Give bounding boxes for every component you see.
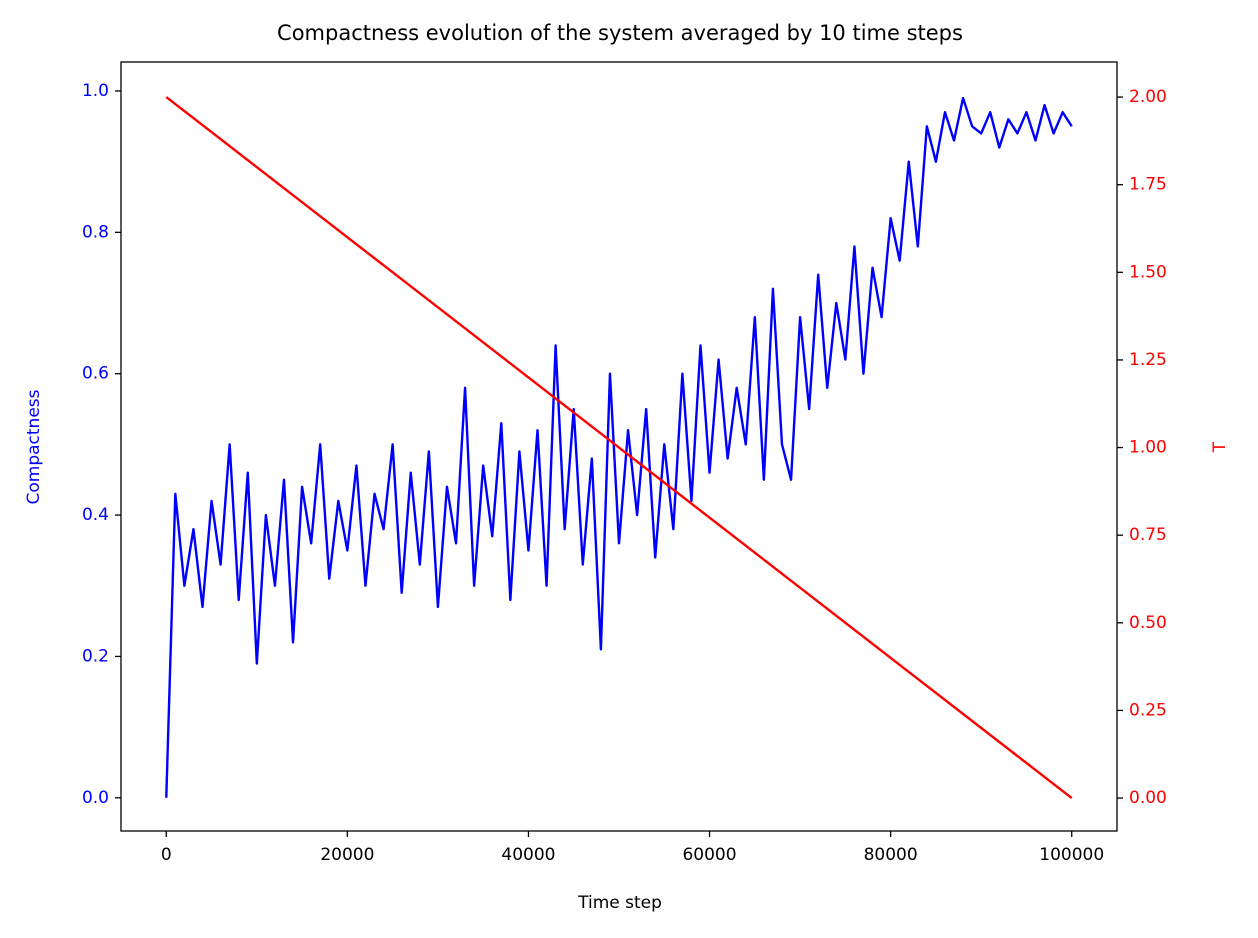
x-tick-label: 100000 (1039, 845, 1104, 865)
y2-tick-label: 1.50 (1129, 262, 1167, 282)
y-tick-label: 0.6 (82, 364, 109, 384)
y2-tick-label: 1.25 (1129, 350, 1167, 370)
y2-tick-label: 0.25 (1129, 700, 1167, 720)
y2-tick-label: 0.50 (1129, 613, 1167, 633)
y2-tick-label: 1.75 (1129, 175, 1167, 195)
x-tick-label: 20000 (320, 845, 374, 865)
y-tick-label: 1.0 (82, 81, 109, 101)
series-line (165, 96, 1073, 798)
y2-tick-label: 0.00 (1129, 788, 1167, 808)
plot-frame (120, 61, 1118, 832)
x-tick-label: 60000 (682, 845, 736, 865)
x-tick-label: 80000 (864, 845, 918, 865)
y-tick-label: 0.0 (82, 788, 109, 808)
y2-tick-label: 2.00 (1129, 87, 1167, 107)
y-tick-label: 0.2 (82, 646, 109, 666)
chart-title: Compactness evolution of the system aver… (277, 21, 963, 45)
x-axis-label: Time step (577, 893, 662, 913)
y-tick-label: 0.8 (82, 222, 109, 242)
y-axis-label: Compactness (24, 389, 44, 504)
y2-tick-label: 0.75 (1129, 525, 1167, 545)
series-line (165, 96, 1073, 799)
y-tick-label: 0.4 (82, 505, 109, 525)
x-tick-label: 40000 (501, 845, 555, 865)
y2-tick-label: 1.00 (1129, 438, 1167, 458)
y2-axis-label: T (1210, 441, 1230, 453)
x-tick-label: 0 (161, 845, 172, 865)
